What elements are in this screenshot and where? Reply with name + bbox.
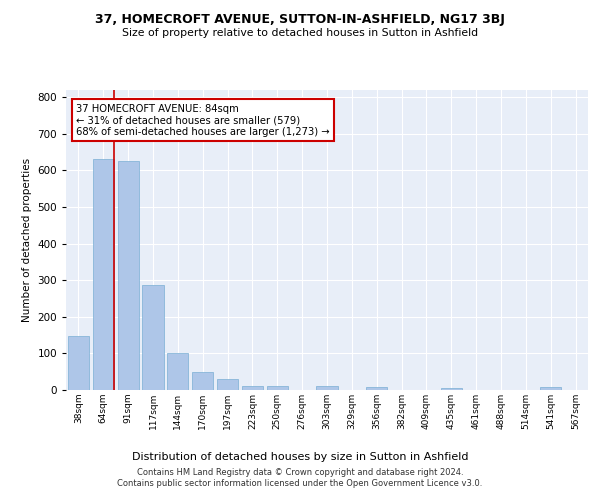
Bar xyxy=(217,379,238,390)
Bar xyxy=(366,387,387,390)
Bar xyxy=(142,285,164,390)
Text: Distribution of detached houses by size in Sutton in Ashfield: Distribution of detached houses by size … xyxy=(132,452,468,462)
Bar xyxy=(192,372,213,390)
Bar xyxy=(267,386,288,390)
Text: 37 HOMECROFT AVENUE: 84sqm
← 31% of detached houses are smaller (579)
68% of sem: 37 HOMECROFT AVENUE: 84sqm ← 31% of deta… xyxy=(76,104,330,136)
Text: Size of property relative to detached houses in Sutton in Ashfield: Size of property relative to detached ho… xyxy=(122,28,478,38)
Bar xyxy=(68,336,89,390)
Bar xyxy=(93,159,114,390)
Bar xyxy=(441,388,462,390)
Bar xyxy=(167,353,188,390)
Bar xyxy=(540,387,561,390)
Text: 37, HOMECROFT AVENUE, SUTTON-IN-ASHFIELD, NG17 3BJ: 37, HOMECROFT AVENUE, SUTTON-IN-ASHFIELD… xyxy=(95,12,505,26)
Bar xyxy=(242,386,263,390)
Y-axis label: Number of detached properties: Number of detached properties xyxy=(22,158,32,322)
Bar xyxy=(118,162,139,390)
Bar xyxy=(316,386,338,390)
Text: Contains HM Land Registry data © Crown copyright and database right 2024.
Contai: Contains HM Land Registry data © Crown c… xyxy=(118,468,482,487)
